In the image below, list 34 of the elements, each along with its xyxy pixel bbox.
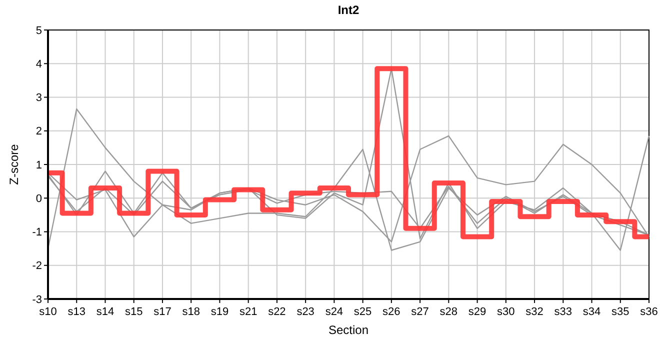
y-tick-label: 2 — [36, 126, 42, 138]
x-tick-label: s15 — [124, 306, 143, 318]
x-tick-label: s25 — [354, 306, 372, 318]
x-tick-label: s28 — [440, 306, 458, 318]
x-tick-label: s33 — [554, 306, 572, 318]
y-tick-label: 4 — [36, 58, 42, 70]
x-tick-label: s21 — [239, 306, 258, 318]
x-tick-label: s13 — [68, 306, 86, 318]
y-tick-label: 3 — [36, 92, 42, 104]
y-tick-label: -2 — [32, 260, 42, 272]
x-tick-label: s18 — [182, 306, 200, 318]
x-tick-label: s36 — [640, 306, 658, 318]
x-tick-label: s24 — [325, 306, 344, 318]
y-tick-label: 1 — [36, 159, 42, 172]
x-tick-label: s17 — [154, 306, 172, 318]
x-tick-label: s14 — [96, 306, 114, 318]
x-tick-label: s34 — [582, 306, 601, 318]
x-tick-label: s10 — [39, 306, 57, 318]
x-tick-label: s23 — [296, 306, 314, 318]
y-tick-label: 0 — [36, 192, 42, 205]
x-axis-title: Section — [328, 323, 369, 337]
y-tick-label: -1 — [32, 226, 42, 239]
y-tick-label: 5 — [36, 24, 42, 37]
y-tick-label: -3 — [32, 294, 42, 306]
x-tick-label: s32 — [526, 306, 544, 318]
x-tick-label: s22 — [268, 306, 286, 318]
x-tick-label: s29 — [468, 306, 486, 318]
x-tick-label: s30 — [497, 306, 515, 318]
x-tick-label: s19 — [210, 306, 229, 318]
x-tick-label: s27 — [411, 306, 429, 318]
x-tick-label: s26 — [382, 306, 400, 318]
chart-title: Int2 — [338, 3, 360, 17]
x-tick-label: s35 — [612, 306, 630, 318]
y-axis-title: Z-score — [7, 144, 21, 185]
